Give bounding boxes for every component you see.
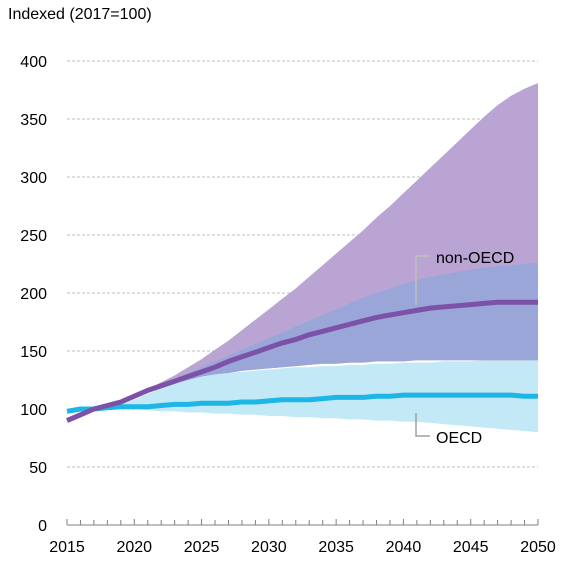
oecd-label: OECD [436,430,482,447]
y-tick-label: 300 [20,170,47,187]
series-lines [66,299,538,423]
non-oecd-label: non-OECD [436,250,514,267]
x-tick-label: 2050 [520,539,556,556]
x-tick-label: 2045 [453,539,489,556]
non-oecd-leader-line [415,255,430,305]
annotations: non-OECD OECD [415,250,514,447]
y-tick-label: 200 [20,286,47,303]
overlap-band [67,262,538,421]
x-tick-label: 2015 [49,539,85,556]
oecd-line [66,392,538,414]
y-tick-label: 0 [38,518,47,535]
y-tick-label: 150 [20,344,47,361]
y-axis-title: Indexed (2017=100) [8,6,152,23]
y-tick-label: 50 [29,460,47,477]
x-tick-label: 2030 [251,539,287,556]
x-tick-label: 2020 [116,539,152,556]
oecd-annotation: OECD [415,413,482,447]
x-tick-label: 2025 [184,539,220,556]
y-tick-label: 400 [20,54,47,71]
non-oecd-line [66,299,538,423]
non-oecd-annotation: non-OECD [415,250,514,305]
oecd-band [67,360,538,433]
x-tick-label: 2040 [386,539,422,556]
x-tick-label: 2035 [318,539,354,556]
axes: 0 50 100 150 200 250 300 350 400 2015 2020 2025 2030… [20,54,556,556]
uncertainty-bands [67,83,538,433]
y-tick-label: 100 [20,402,47,419]
oecd-leader-line [415,413,430,437]
y-tick-label: 350 [20,112,47,129]
y-tick-label: 250 [20,228,47,245]
